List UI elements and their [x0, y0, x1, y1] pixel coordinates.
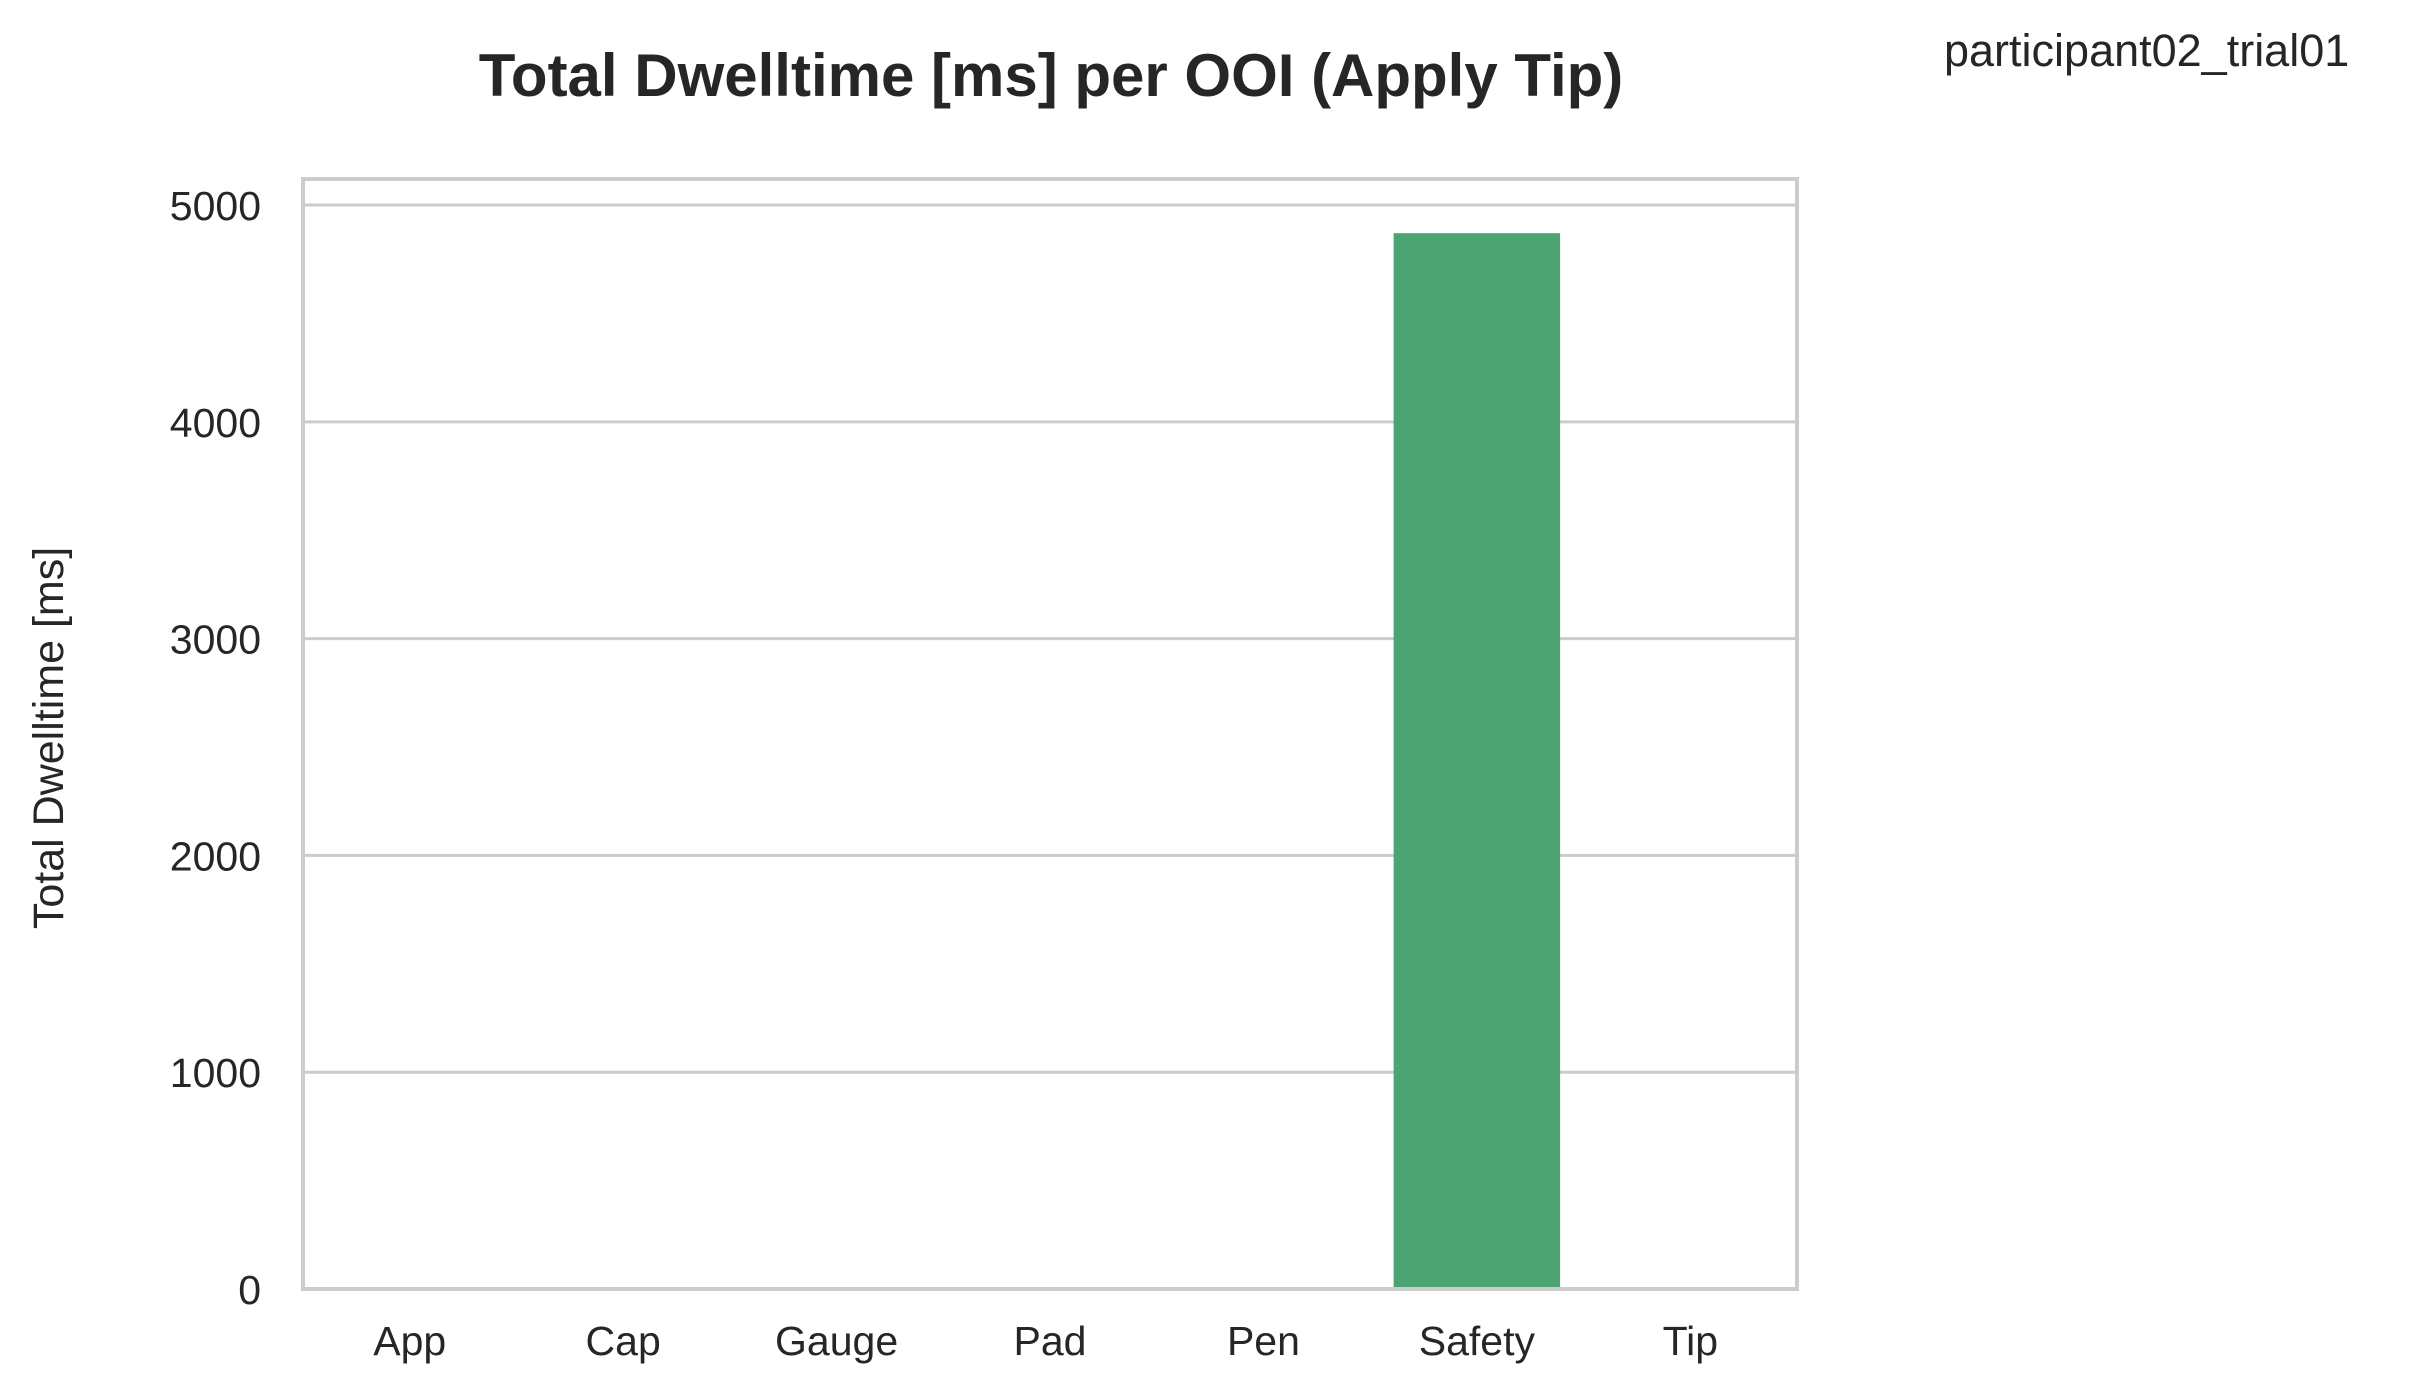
y-gridlines — [303, 203, 1797, 1291]
x-tick-label-cap: Cap — [586, 1318, 661, 1364]
chart-title: Total Dwelltime [ms] per OOI (Apply Tip) — [479, 42, 1624, 109]
x-tick-label-app: App — [373, 1318, 446, 1364]
plot-frame — [301, 177, 1799, 1291]
x-tick-labels: App Cap Gauge Pad Pen Safety Tip — [373, 1318, 1718, 1364]
y-tick-label-1000: 1000 — [170, 1050, 261, 1096]
bar-safety — [1393, 233, 1561, 1289]
y-tick-label-5000: 5000 — [170, 183, 261, 229]
y-tick-labels: 0 1000 2000 3000 4000 5000 — [170, 183, 261, 1313]
x-tick-label-tip: Tip — [1663, 1318, 1718, 1364]
x-tick-label-pad: Pad — [1014, 1318, 1087, 1364]
x-tick-label-safety: Safety — [1419, 1318, 1536, 1364]
chart-annotation: participant02_trial01 — [1944, 25, 2349, 76]
bars — [1393, 233, 1561, 1289]
x-tick-label-pen: Pen — [1227, 1318, 1300, 1364]
x-tick-label-gauge: Gauge — [775, 1318, 898, 1364]
y-tick-label-3000: 3000 — [170, 617, 261, 663]
y-tick-label-4000: 4000 — [170, 400, 261, 446]
y-tick-label-2000: 2000 — [170, 833, 261, 879]
y-tick-label-0: 0 — [238, 1267, 261, 1313]
y-axis-label: Total Dwelltime [ms] — [25, 547, 73, 929]
